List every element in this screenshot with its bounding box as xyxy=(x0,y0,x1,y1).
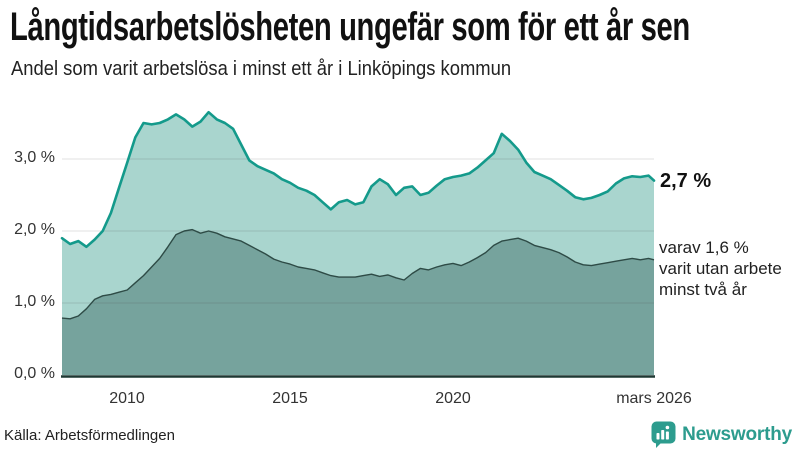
brand-name: Newsworthy xyxy=(682,423,792,445)
source-credit: Källa: Arbetsförmedlingen xyxy=(4,427,175,444)
series-total-end-value: 2,7 % xyxy=(660,170,712,192)
page-subtitle: Andel som varit arbetslösa i minst ett å… xyxy=(11,58,512,80)
y-tick-1: 1,0 % xyxy=(14,293,55,310)
x-tick-2020: 2020 xyxy=(435,390,471,407)
annotation-line-2: varit utan arbete xyxy=(659,259,782,278)
newsworthy-icon xyxy=(651,421,676,448)
annotation-line-3: minst två år xyxy=(659,280,747,299)
x-tick-mars-2026: mars 2026 xyxy=(616,390,692,407)
page-title: Långtidsarbetslösheten ungefär som för e… xyxy=(10,5,690,49)
y-tick-0: 0,0 % xyxy=(14,365,55,382)
series-total-line xyxy=(60,110,656,249)
series-two-year-line xyxy=(61,228,655,320)
series-two-year-annotation: varav 1,6 % varit utan arbete minst två … xyxy=(659,237,782,300)
x-tick-2015: 2015 xyxy=(272,390,308,407)
y-tick-2: 2,0 % xyxy=(14,221,55,238)
brand-logo: Newsworthy xyxy=(651,421,792,448)
gridlines xyxy=(62,158,654,304)
annotation-line-1: varav 1,6 % xyxy=(659,238,749,257)
y-tick-3: 3,0 % xyxy=(14,149,55,166)
x-tick-2010: 2010 xyxy=(109,390,145,407)
series-two-year-area xyxy=(62,229,654,375)
